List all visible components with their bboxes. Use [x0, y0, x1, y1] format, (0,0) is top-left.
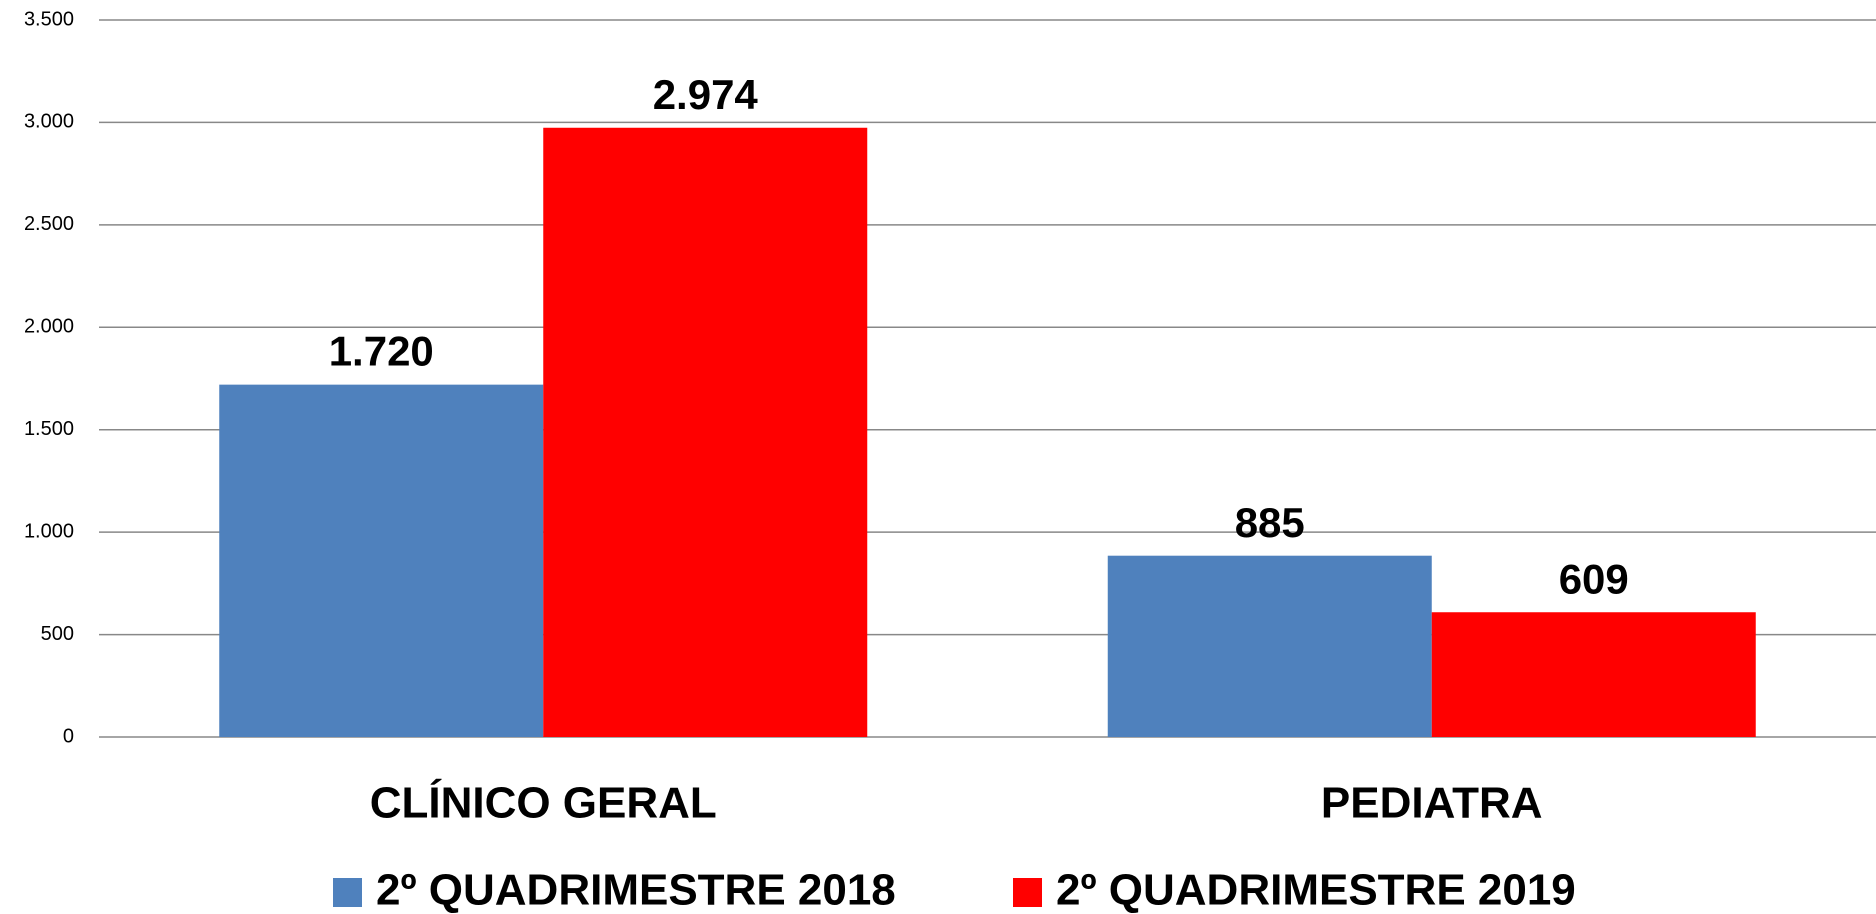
legend-label: 2º QUADRIMESTRE 2019 — [1056, 866, 1576, 914]
bar — [1431, 612, 1756, 737]
value-label: 1.720 — [329, 328, 434, 375]
y-tick-label: 1.500 — [24, 418, 74, 440]
bar — [1107, 555, 1432, 737]
legend-swatch — [333, 878, 362, 907]
bar — [219, 384, 544, 737]
bar — [543, 127, 868, 737]
y-tick-label: 2.000 — [24, 316, 74, 338]
value-label: 2.974 — [653, 71, 759, 118]
value-label: 885 — [1235, 499, 1305, 546]
y-tick-label: 3.000 — [24, 111, 74, 133]
y-tick-label: 1.000 — [24, 520, 74, 542]
y-tick-label: 2.500 — [24, 213, 74, 235]
legend-label: 2º QUADRIMESTRE 2018 — [376, 866, 896, 914]
value-label: 609 — [1559, 555, 1629, 602]
y-tick-label: 3.500 — [24, 8, 74, 30]
y-tick-label: 500 — [41, 623, 74, 645]
x-tick-label: PEDIATRA — [1321, 779, 1543, 828]
x-tick-label: CLÍNICO GERAL — [370, 778, 717, 828]
legend-swatch — [1013, 878, 1042, 907]
y-tick-label: 0 — [63, 725, 74, 747]
